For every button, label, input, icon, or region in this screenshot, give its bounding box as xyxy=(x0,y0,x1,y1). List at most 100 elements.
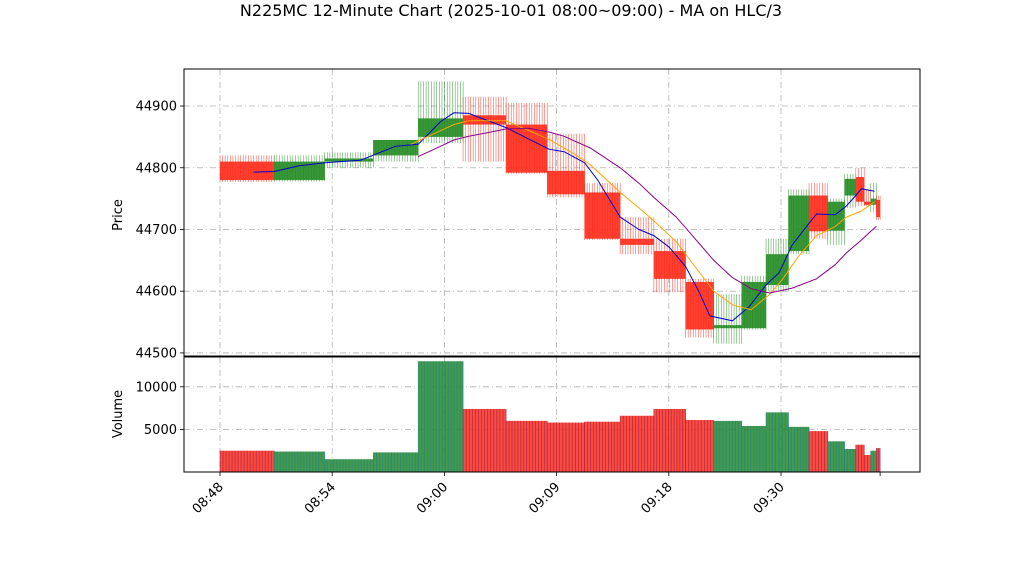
volume-bar xyxy=(765,412,789,472)
candle xyxy=(373,139,419,162)
volume-bar-fill xyxy=(274,451,325,472)
candle xyxy=(546,133,585,198)
candle xyxy=(808,183,829,239)
moving-average-lines xyxy=(253,112,877,322)
volume-bar xyxy=(855,444,865,472)
x-tick-label: 08:48 xyxy=(190,480,227,517)
candle xyxy=(324,152,374,168)
volume-bar-fill xyxy=(713,420,742,472)
ma-line-ma-short xyxy=(253,112,875,322)
volume-bar-fill xyxy=(620,415,654,472)
price-tick-label: 44800 xyxy=(136,161,177,176)
candle xyxy=(653,238,686,293)
candle xyxy=(876,195,881,221)
candle xyxy=(788,189,810,255)
candle-body xyxy=(274,161,325,181)
candle-body xyxy=(788,195,810,252)
x-tick-label: 08:54 xyxy=(302,480,339,517)
candle-body xyxy=(876,199,881,218)
candle xyxy=(462,96,507,162)
price-tick-label: 44700 xyxy=(136,223,177,238)
volume-panel-frame xyxy=(183,356,921,473)
candle xyxy=(855,167,865,207)
candle-body xyxy=(809,195,828,232)
candle-body xyxy=(713,325,742,329)
candle xyxy=(505,102,548,174)
volume-bar-fill xyxy=(766,412,789,472)
price-tick-label: 44500 xyxy=(136,346,177,361)
candle xyxy=(584,183,621,240)
volume-bar-fill xyxy=(788,426,810,472)
volume-bar xyxy=(788,426,810,472)
candle xyxy=(863,189,872,207)
volume-bar xyxy=(876,448,881,472)
volume-bars-layer xyxy=(219,361,881,472)
candle xyxy=(273,155,326,182)
x-tick-label: 09:00 xyxy=(414,480,451,517)
candle-body xyxy=(547,170,585,195)
volume-bar xyxy=(372,452,419,472)
volume-bar-fill xyxy=(373,452,419,472)
candle xyxy=(765,238,789,292)
candle-body xyxy=(870,198,877,205)
volume-bar xyxy=(505,420,548,472)
candle xyxy=(619,217,655,255)
volume-bar xyxy=(417,361,464,472)
volume-bar xyxy=(219,450,275,472)
volume-bar-fill xyxy=(653,408,686,472)
candle-body xyxy=(373,139,419,156)
volume-bar xyxy=(870,450,877,472)
volume-bar xyxy=(685,420,715,472)
volume-bar-fill xyxy=(685,420,714,472)
candle-body xyxy=(620,238,654,245)
candle-body xyxy=(766,254,789,286)
volume-bar xyxy=(827,441,845,472)
candle-body xyxy=(685,281,714,330)
candle-body xyxy=(324,158,374,162)
volume-bar-fill xyxy=(855,444,865,472)
volume-bar xyxy=(653,408,686,472)
volume-bar xyxy=(462,408,507,472)
candle-body xyxy=(653,251,686,279)
volume-axis-title: Volume xyxy=(111,390,126,438)
volume-bar xyxy=(863,454,872,472)
candle-body xyxy=(864,201,871,205)
candle xyxy=(844,173,857,208)
candle xyxy=(685,278,714,338)
candle-body xyxy=(827,201,845,231)
volume-tick-label: 5000 xyxy=(144,423,177,438)
volume-bar-fill xyxy=(418,361,464,472)
volume-bar xyxy=(324,459,374,472)
volume-tick-label: 10000 xyxy=(136,380,177,395)
volume-bar xyxy=(844,449,857,472)
candle-body xyxy=(506,124,548,173)
price-axis-title: Price xyxy=(111,199,126,231)
x-tick-label: 09:09 xyxy=(526,480,563,517)
volume-bar xyxy=(584,421,621,472)
candle xyxy=(219,155,275,182)
ma-line-ma-mid xyxy=(410,120,875,311)
volume-bar xyxy=(808,431,829,472)
volume-bar xyxy=(619,415,655,472)
candle-body xyxy=(220,161,275,181)
x-tick-label: 09:18 xyxy=(639,480,676,517)
ma-line-ma-long xyxy=(417,127,877,294)
candle xyxy=(741,275,767,330)
volume-bar xyxy=(546,422,586,472)
x-tick-label: 09:30 xyxy=(751,480,788,517)
candle-body xyxy=(844,178,856,196)
volume-bar xyxy=(273,451,326,472)
candle-body xyxy=(584,192,621,239)
price-tick-label: 44600 xyxy=(136,285,177,300)
candle xyxy=(417,81,464,144)
chart-title: N225MC 12-Minute Chart (2025-10-01 08:00… xyxy=(240,1,782,20)
volume-bar xyxy=(741,426,767,472)
price-tick-label: 44900 xyxy=(136,100,177,115)
candle xyxy=(827,198,845,245)
volume-bar xyxy=(713,420,743,472)
candle-body xyxy=(855,177,865,202)
candle xyxy=(870,183,877,213)
price-panel-frame xyxy=(183,68,921,357)
